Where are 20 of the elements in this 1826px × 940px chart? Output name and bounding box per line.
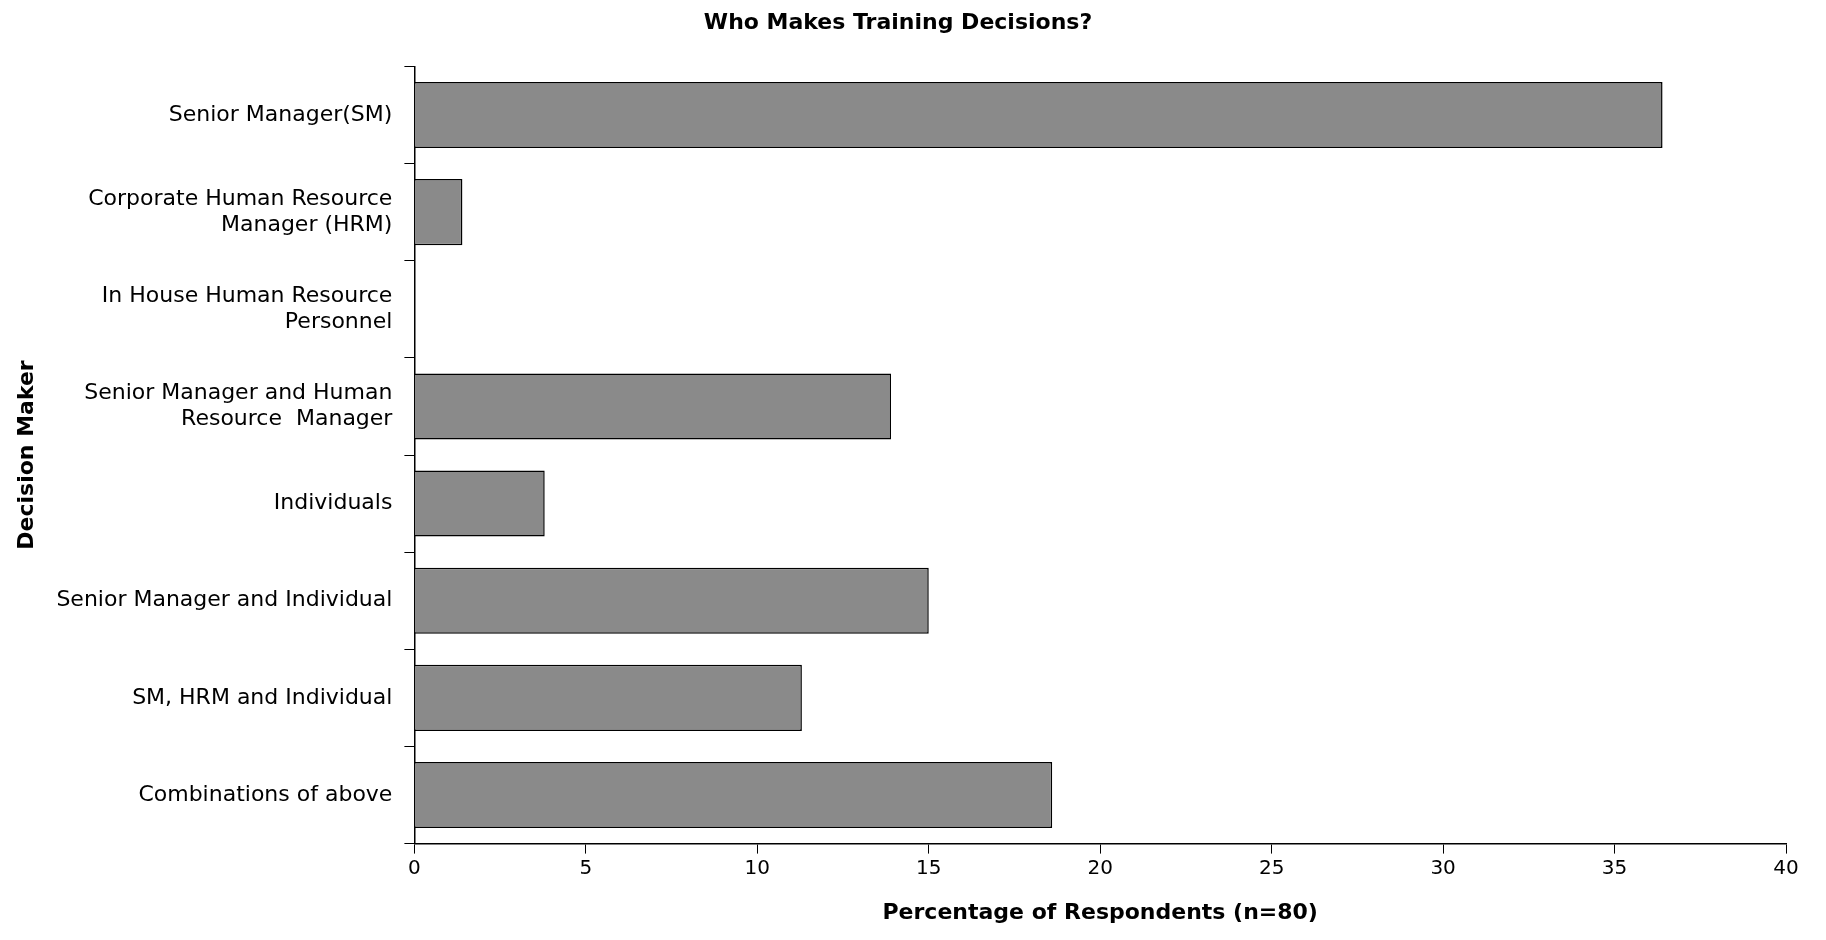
y-tick-label: Combinations of above xyxy=(138,780,393,806)
x-tick-label: 10 xyxy=(744,854,771,879)
x-tick-label: 30 xyxy=(1430,854,1456,879)
y-tick-label: Senior Manager and Individual xyxy=(56,586,393,612)
y-tick-label: In House Human Resource Personnel xyxy=(101,281,393,334)
x-tick-label: 15 xyxy=(916,854,942,879)
x-tick-label: 35 xyxy=(1601,854,1628,879)
x-tick-label: 0 xyxy=(408,854,421,879)
x-axis-title: Percentage of Respondents (n=80) xyxy=(882,898,1318,924)
chart-title: Who Makes Training Decisions? xyxy=(703,8,1093,34)
y-tick-label: Senior Manager(SM) xyxy=(168,100,393,126)
y-tick-label: SM, HRM and Individual xyxy=(132,683,393,709)
x-tick-label: 20 xyxy=(1087,854,1113,879)
x-tick-label: 25 xyxy=(1258,854,1285,879)
y-axis-title: Decision Maker xyxy=(12,360,38,550)
y-tick-label: Individuals xyxy=(273,489,393,515)
y-tick-label: Senior Manager and Human Resource Manager xyxy=(84,378,394,431)
x-tick-label: 40 xyxy=(1773,854,1799,879)
x-tick-label: 5 xyxy=(579,854,593,879)
y-tick-label: Corporate Human Resource Manager (HRM) xyxy=(88,184,393,237)
